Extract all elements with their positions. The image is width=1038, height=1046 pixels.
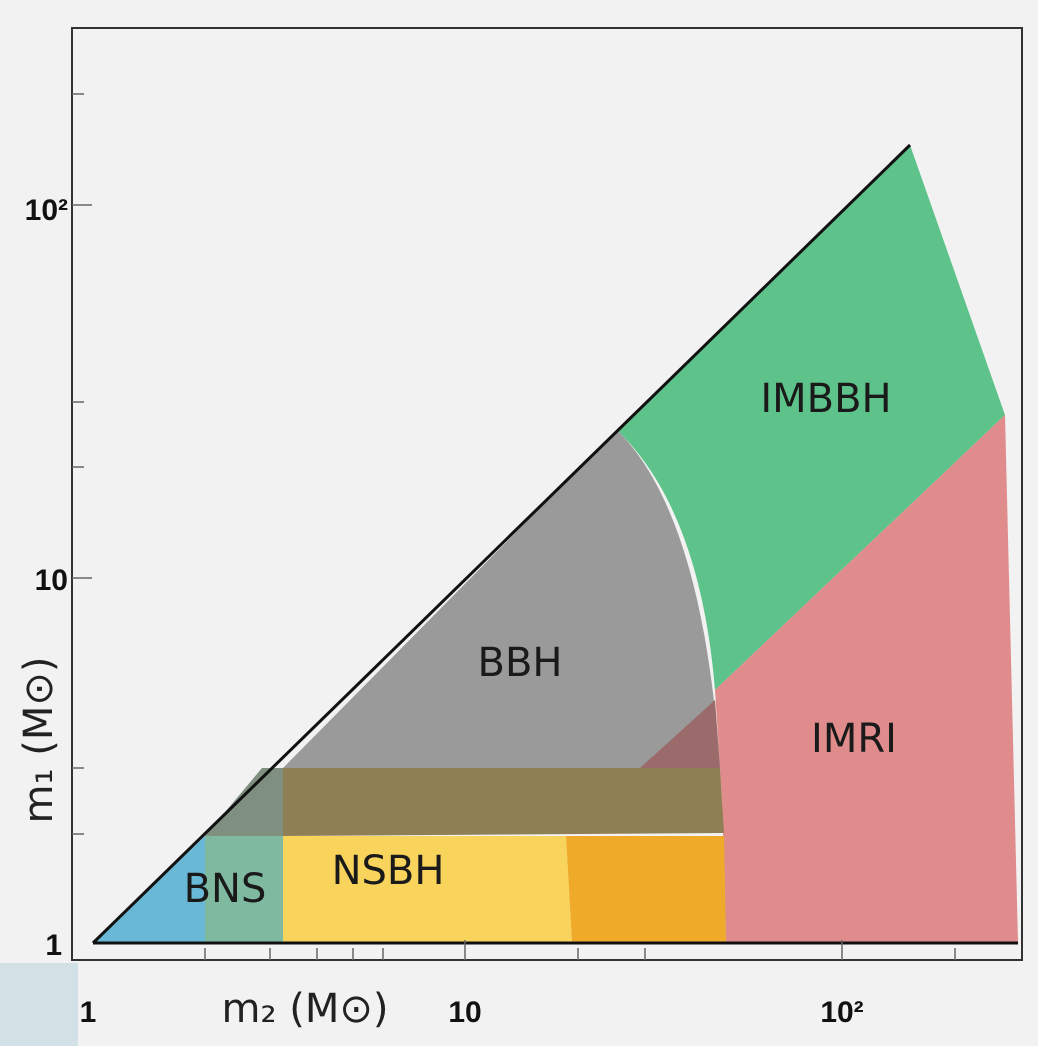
bbh-area <box>283 430 720 768</box>
x-axis-label: m₂ (M⊙) <box>222 986 389 1032</box>
region-label: IMRI <box>811 716 897 762</box>
corner-box <box>0 963 78 1046</box>
region-label: NSBH <box>332 848 445 894</box>
region-label: BNS <box>184 866 267 912</box>
y-axis-label: m₁ (M⊙) <box>16 657 62 824</box>
orange-area <box>566 836 726 943</box>
y-tick-label: 10² <box>25 194 68 227</box>
y-tick-label: 10 <box>35 564 68 597</box>
diagonal <box>91 143 912 945</box>
overlap-area <box>640 700 720 768</box>
band-left-area <box>205 768 283 836</box>
minor-ticks <box>72 93 956 960</box>
x-tick-label: 10² <box>820 996 863 1029</box>
regions-shapes <box>91 143 1018 945</box>
region-label: BBH <box>478 640 563 686</box>
nsbh-area <box>283 836 572 943</box>
region-label: IMBBH <box>760 376 891 422</box>
x-tick-label: 1 <box>80 996 97 1029</box>
y-tick-label: 1 <box>45 929 62 962</box>
imri-area <box>715 415 1018 943</box>
x-tick-label: 10 <box>448 996 481 1029</box>
bns-overlap-area <box>205 836 283 943</box>
imbbh-area <box>617 145 1005 690</box>
band-area <box>283 768 724 836</box>
